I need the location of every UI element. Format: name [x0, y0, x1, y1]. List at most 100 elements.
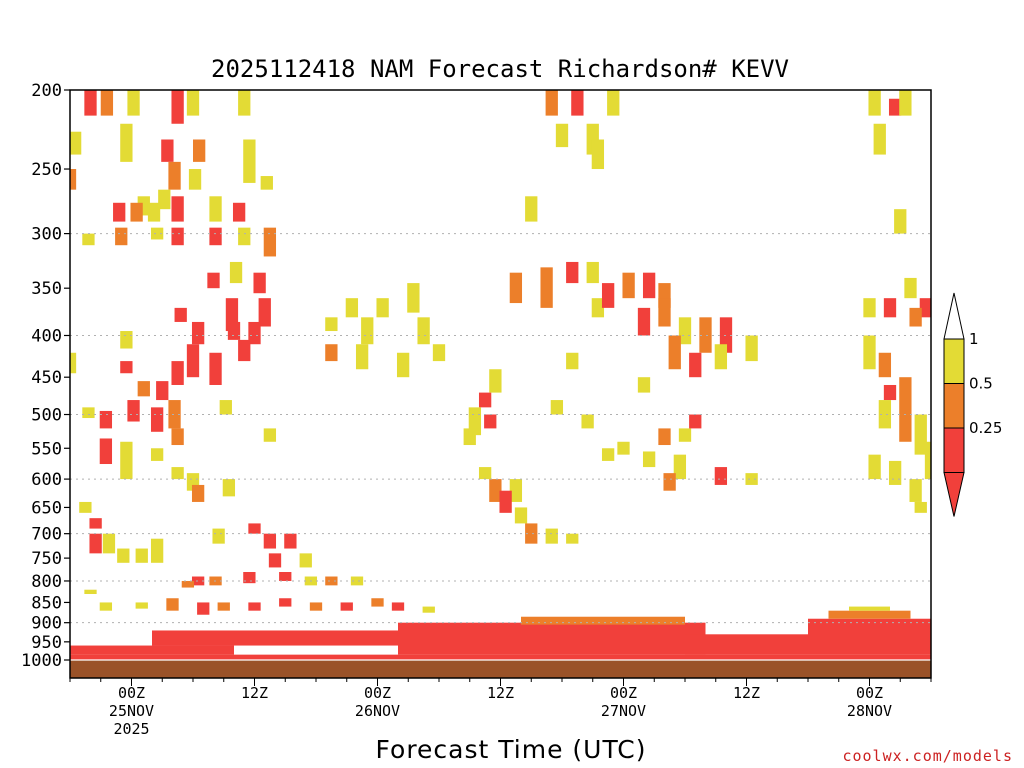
ri-cell	[601, 283, 615, 308]
ri-cell	[586, 261, 599, 284]
ri-cell	[268, 553, 282, 568]
ri-band	[808, 618, 931, 655]
ri-cell	[863, 298, 876, 318]
ri-cell	[873, 123, 886, 155]
ri-cell	[191, 484, 205, 502]
ri-cell	[209, 352, 222, 385]
y-tick-label: 700	[31, 525, 62, 545]
ri-cell	[340, 602, 353, 611]
ri-cell	[617, 441, 630, 455]
ri-cell	[207, 272, 220, 289]
y-tick-label: 800	[31, 572, 62, 592]
ri-cell	[499, 490, 512, 513]
ri-cell	[171, 361, 184, 385]
ri-band	[849, 606, 890, 611]
ri-cell	[120, 361, 133, 374]
ri-cell	[642, 451, 656, 468]
ri-cell	[243, 572, 256, 584]
y-tick-label: 1000	[21, 651, 62, 671]
ri-cell	[714, 467, 728, 485]
ri-cell	[468, 407, 482, 436]
ri-cell	[566, 261, 579, 284]
ri-cell	[591, 298, 605, 318]
ri-cell	[878, 400, 892, 429]
ri-cell	[156, 381, 169, 401]
ri-cell	[197, 602, 210, 615]
ri-cell	[253, 272, 266, 294]
ri-cell	[70, 169, 77, 190]
ri-cell	[745, 473, 758, 485]
ri-cell	[238, 339, 251, 362]
x-tick-label: 12Z	[733, 684, 760, 702]
ri-cell	[863, 335, 876, 370]
y-tick-label: 950	[31, 633, 62, 653]
ri-cell	[581, 414, 594, 429]
ri-cell	[161, 139, 174, 162]
ri-cell	[622, 272, 635, 299]
ri-cell	[525, 523, 538, 544]
y-tick-label: 850	[31, 593, 62, 613]
legend-bottom-arrow	[943, 472, 965, 517]
ri-cell	[883, 298, 897, 318]
ri-cell	[545, 90, 558, 116]
y-gridlines	[70, 233, 931, 624]
ri-cell	[99, 602, 113, 611]
ri-cell	[673, 454, 687, 480]
ri-cell	[84, 90, 97, 116]
ri-cell	[432, 344, 446, 362]
ri-cell	[894, 209, 907, 234]
ri-cell	[137, 381, 150, 397]
chart-title: 2025112418 NAM Forecast Richardson# KEVV	[211, 55, 789, 83]
ri-cell	[171, 90, 184, 124]
ri-cell	[120, 441, 133, 480]
ri-cell	[545, 528, 558, 544]
x-tick-label: 26NOV	[355, 702, 400, 720]
legend-label: 0.25	[969, 419, 1002, 437]
x-tick-label: 27NOV	[601, 702, 646, 720]
legend: 1 0.5 0.25	[943, 292, 1002, 517]
ri-cell	[174, 307, 187, 322]
ri-cell	[232, 202, 246, 222]
ri-cell	[191, 576, 205, 586]
ri-cell	[325, 344, 338, 362]
y-tick-label: 500	[31, 406, 62, 426]
ri-cell	[193, 139, 206, 162]
ri-cell	[484, 414, 497, 429]
ri-cell	[566, 533, 579, 544]
ri-band	[70, 645, 234, 655]
ri-cell	[555, 123, 569, 148]
ri-cell	[299, 553, 312, 568]
y-tick-label: 600	[31, 470, 62, 490]
ri-cell	[899, 377, 912, 415]
ri-cell	[82, 407, 95, 419]
legend-swatch	[943, 427, 965, 473]
ri-cell	[888, 98, 902, 116]
y-tick-label: 750	[31, 549, 62, 569]
ri-cell	[601, 448, 615, 461]
ri-cell	[914, 414, 927, 455]
y-tick-label: 400	[31, 326, 62, 346]
ri-cell	[70, 131, 82, 155]
ri-cell	[99, 438, 113, 465]
ri-cell	[550, 400, 564, 415]
ri-cell	[699, 317, 712, 353]
x-tick-label: 00Z	[856, 684, 883, 702]
ri-cell	[263, 533, 277, 549]
ri-cell	[678, 317, 692, 345]
ri-cell	[361, 317, 374, 345]
ri-cell	[99, 410, 113, 429]
ri-cell	[135, 548, 148, 563]
ri-cell	[82, 233, 95, 246]
y-tick-label: 450	[31, 368, 62, 388]
ri-cell	[642, 272, 656, 299]
ri-cell	[117, 548, 130, 563]
ri-cell	[371, 598, 384, 607]
ri-cell	[248, 321, 261, 345]
ri-cell	[238, 90, 251, 116]
ri-cell	[127, 90, 140, 116]
ri-cell	[166, 598, 179, 611]
ri-cell	[209, 196, 222, 222]
ri-cell	[309, 602, 323, 611]
ri-cell	[689, 352, 702, 378]
